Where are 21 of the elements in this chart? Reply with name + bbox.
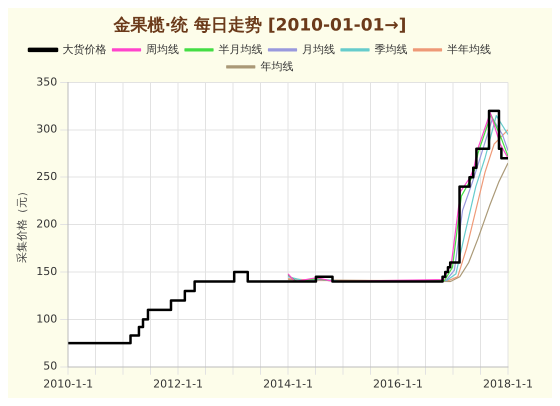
chart-title: 金果榄·统 每日走势 [2010-01-01→] (112, 16, 406, 36)
y-tick-label: 250 (36, 170, 58, 184)
y-tick-label: 100 (36, 312, 58, 326)
legend-label: 半年均线 (447, 42, 491, 56)
y-tick-label: 50 (43, 360, 58, 373)
y-tick-label: 300 (36, 122, 58, 136)
y-tick-label: 200 (36, 217, 58, 230)
legend-label: 大货价格 (62, 42, 106, 56)
y-tick-label: 150 (36, 264, 58, 278)
y-axis-title: 采集价格（元） (15, 186, 28, 264)
x-tick-label: 2016-1-1 (373, 377, 423, 390)
legend-label: 年均线 (260, 60, 294, 73)
legend-label: 周均线 (146, 42, 179, 56)
x-tick-label: 2018-1-1 (483, 377, 533, 390)
legend-label: 季均线 (374, 42, 408, 56)
x-tick-label: 2010-1-1 (43, 377, 94, 390)
y-tick-label: 350 (36, 75, 58, 88)
x-tick-label: 2014-1-1 (263, 377, 314, 390)
legend-label: 半月均线 (218, 42, 262, 56)
x-tick-label: 2012-1-1 (153, 377, 204, 390)
legend-label: 月均线 (302, 42, 335, 56)
